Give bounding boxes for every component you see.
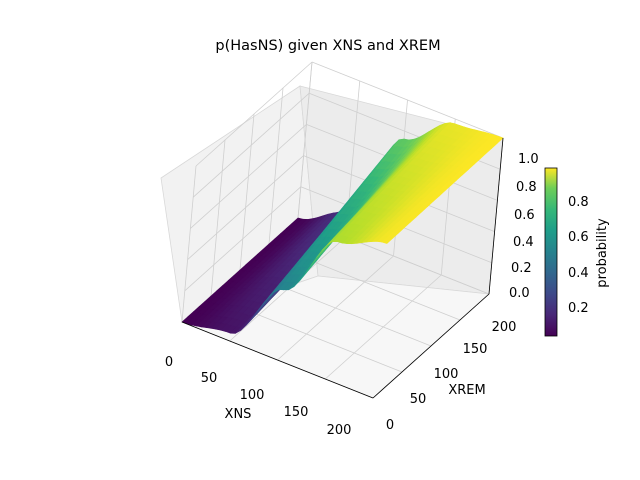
z-axis: 0.0 0.2 0.4 0.6 0.8 1.0	[488, 137, 539, 301]
y-tick-label: 50	[410, 392, 427, 407]
y-tick-label: 100	[434, 367, 459, 382]
grid-line	[184, 186, 302, 292]
x-axis-line	[181, 321, 374, 399]
colorbar-tick-label: 0.6	[568, 230, 589, 245]
grid-line	[210, 139, 226, 297]
z-tick-label: 0.4	[513, 235, 534, 250]
y-axis-label: XREM	[448, 383, 485, 398]
grid-line	[195, 61, 313, 167]
colorbar: 0.2 0.4 0.6 0.8 probability	[544, 167, 610, 337]
grid-line	[190, 124, 307, 229]
z-tick-label: 0.2	[511, 261, 532, 276]
y-tick-label: 0	[386, 418, 394, 433]
colorbar-tick-label: 0.8	[568, 195, 589, 210]
z-tick-label: 1.0	[518, 152, 539, 167]
y-tick-label: 200	[492, 320, 517, 335]
y-axis: 0 50 100 150 200 XREM	[372, 293, 517, 433]
x-tick-label: 200	[327, 423, 352, 438]
x-axis: 0 50 100 150 200 XNS	[165, 321, 374, 438]
x-tick-label: 150	[284, 405, 309, 420]
grid-line	[239, 113, 255, 271]
z-tick-label: 0.6	[514, 208, 535, 223]
y-tick-label: 150	[463, 342, 488, 357]
chart-title: p(HasNS) given XNS and XREM	[215, 38, 440, 54]
x-tick-label: 100	[240, 388, 265, 403]
colorbar-label: probability	[595, 218, 610, 288]
x-tick-label: 0	[165, 355, 173, 370]
colorbar-tick-label: 0.4	[568, 266, 589, 281]
probability-surface	[181, 122, 504, 334]
grid-line	[192, 92, 310, 198]
z-tick-label: 0.8	[516, 180, 537, 195]
grid-line	[181, 165, 197, 323]
grid-line	[268, 87, 284, 245]
z-axis-line	[488, 137, 504, 295]
grid-line	[187, 155, 304, 260]
surface-patch	[381, 236, 394, 244]
y-axis-line	[372, 293, 490, 399]
x-tick-label: 50	[201, 371, 218, 386]
grid-line	[297, 61, 313, 219]
colorbar-tick-label: 0.2	[568, 301, 589, 316]
x-axis-label: XNS	[225, 407, 252, 422]
grid-line	[311, 61, 504, 139]
colorbar-gradient	[544, 167, 558, 337]
z-tick-label: 0.0	[509, 286, 530, 301]
